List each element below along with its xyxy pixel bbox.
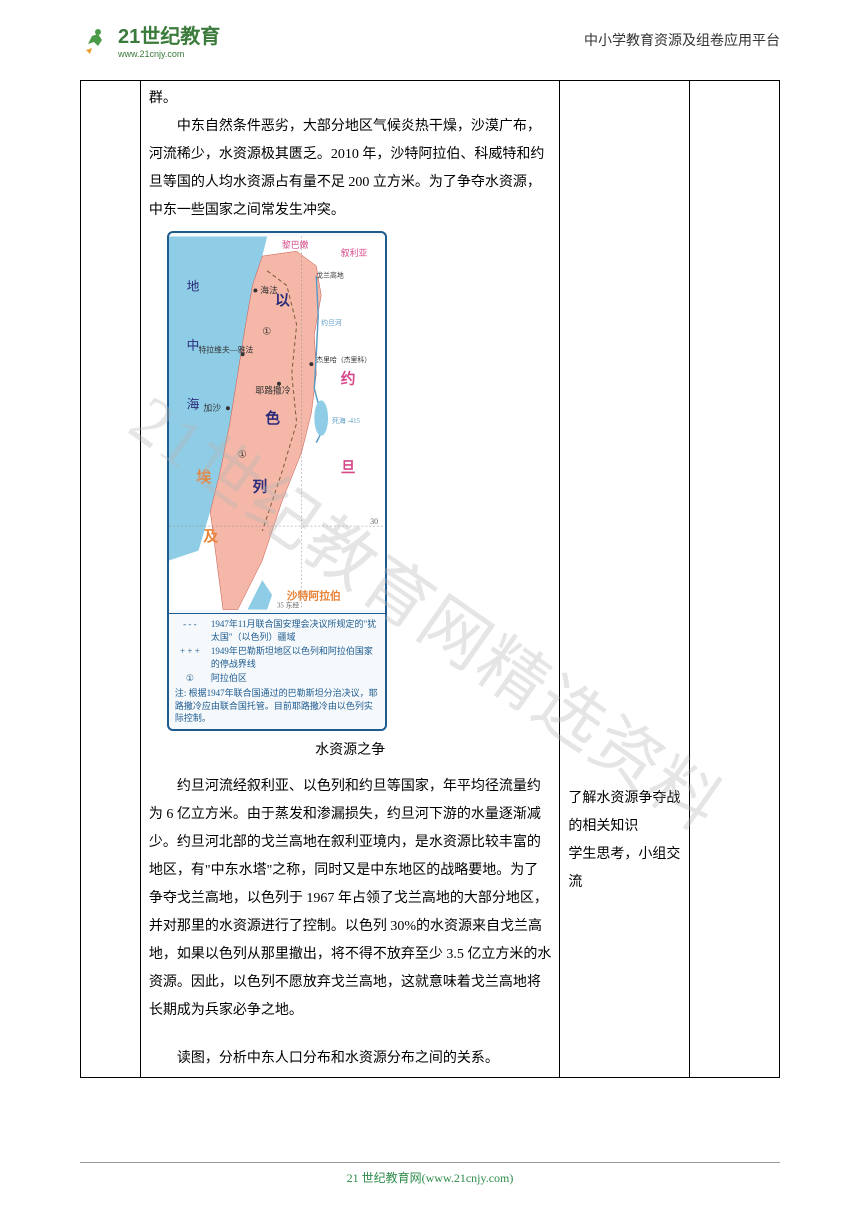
map-legend: - - -1947年11月联合国安理会决议所规定的"犹太国"（以色列）疆域 + … — [169, 613, 385, 729]
lbl-lat30: 30 — [370, 517, 378, 526]
legend-2: 1949年巴勒斯坦地区以色列和阿拉伯国家的停战界线 — [211, 645, 379, 670]
lbl-israel2: 色 — [265, 409, 280, 427]
legend-1: 1947年11月联合国安理会决议所规定的"犹太国"（以色列）疆域 — [211, 618, 379, 643]
lbl-jriver: 约旦河 — [321, 318, 342, 327]
map-svg: 地 中 海 海法 特拉维夫—雅法 耶路撒冷 加沙 以 色 列 约 旦 埃 及 黎… — [169, 233, 385, 613]
side-text-1: 了解水资源争夺战的相关知识 — [568, 785, 681, 841]
lbl-gaza: 加沙 — [203, 403, 221, 413]
legend-3-sym: ① — [175, 672, 205, 685]
legend-3: 阿拉伯区 — [211, 672, 247, 685]
lbl-golan: 戈兰高地 — [316, 271, 344, 280]
side-cell-1: 了解水资源争夺战的相关知识 学生思考，小组交流 — [560, 81, 690, 1078]
page-header: 21世纪教育 www.21cnjy.com 中小学教育资源及组卷应用平台 — [0, 20, 860, 59]
para-1: 中东自然条件恶劣，大部分地区气候炎热干燥，沙漠广布，河流稀少，水资源极其匮乏。2… — [149, 113, 552, 225]
lbl-saudi: 沙特阿拉伯 — [287, 589, 341, 603]
logo: 21世纪教育 www.21cnjy.com — [80, 20, 220, 59]
header-platform: 中小学教育资源及组卷应用平台 — [584, 30, 780, 50]
page-footer: 21 世纪教育网(www.21cnjy.com) — [0, 1162, 860, 1186]
side-cell-2 — [690, 81, 780, 1078]
lbl-deadsea: 死海 -415 — [332, 416, 361, 425]
map-caption: 水资源之争 — [149, 737, 552, 765]
para-3: 读图，分析中东人口分布和水资源分布之间的关系。 — [149, 1045, 552, 1073]
lbl-jordan1: 约 — [341, 370, 356, 388]
main-content-cell: 群。 中东自然条件恶劣，大部分地区气候炎热干燥，沙漠广布，河流稀少，水资源极其匮… — [140, 81, 560, 1078]
footer-line — [80, 1162, 780, 1163]
footer-text: 21 世纪教育网(www.21cnjy.com) — [0, 1169, 860, 1186]
lbl-jericho: 杰里哈（杰里科） — [316, 355, 371, 364]
lbl-sea3: 海 — [187, 397, 200, 411]
logo-sub: www.21cnjy.com — [118, 49, 220, 59]
lbl-m1: ① — [262, 327, 271, 338]
dead-sea-shape — [314, 400, 328, 435]
logo-main: 21世纪教育 — [118, 20, 220, 49]
lbl-egypt2: 及 — [203, 528, 218, 545]
lbl-israel1: 以 — [275, 292, 290, 309]
logo-icon — [80, 24, 112, 56]
lbl-m2: ① — [238, 449, 247, 460]
lbl-telaviv: 特拉维夫—雅法 — [198, 344, 253, 354]
para-0: 群。 — [149, 85, 552, 113]
map-container: 地 中 海 海法 特拉维夫—雅法 耶路撒冷 加沙 以 色 列 约 旦 埃 及 黎… — [167, 231, 387, 731]
lbl-lon35: 35 东经 — [277, 601, 299, 610]
lbl-egypt1: 埃 — [196, 468, 211, 486]
lbl-israel3: 列 — [252, 478, 267, 496]
content-table: 群。 中东自然条件恶劣，大部分地区气候炎热干燥，沙漠广布，河流稀少，水资源极其匮… — [80, 80, 780, 1078]
lbl-sea1: 地 — [187, 279, 200, 293]
legend-note: 注: 根据1947年联合国通过的巴勒斯坦分治决议，耶路撒冷应由联合国托管。目前耶… — [175, 687, 379, 725]
logo-text: 21世纪教育 www.21cnjy.com — [118, 20, 220, 59]
side-text-2: 学生思考，小组交流 — [568, 841, 681, 897]
lbl-jerusalem: 耶路撒冷 — [255, 385, 290, 396]
para-2: 约旦河流经叙利亚、以色列和约旦等国家，年平均径流量约为 6 亿立方米。由于蒸发和… — [149, 773, 552, 1025]
lbl-jordan2: 旦 — [341, 459, 356, 476]
lbl-syria: 叙利亚 — [341, 247, 368, 258]
lbl-lebanon: 黎巴嫩 — [282, 239, 309, 250]
col-label — [81, 81, 141, 1078]
